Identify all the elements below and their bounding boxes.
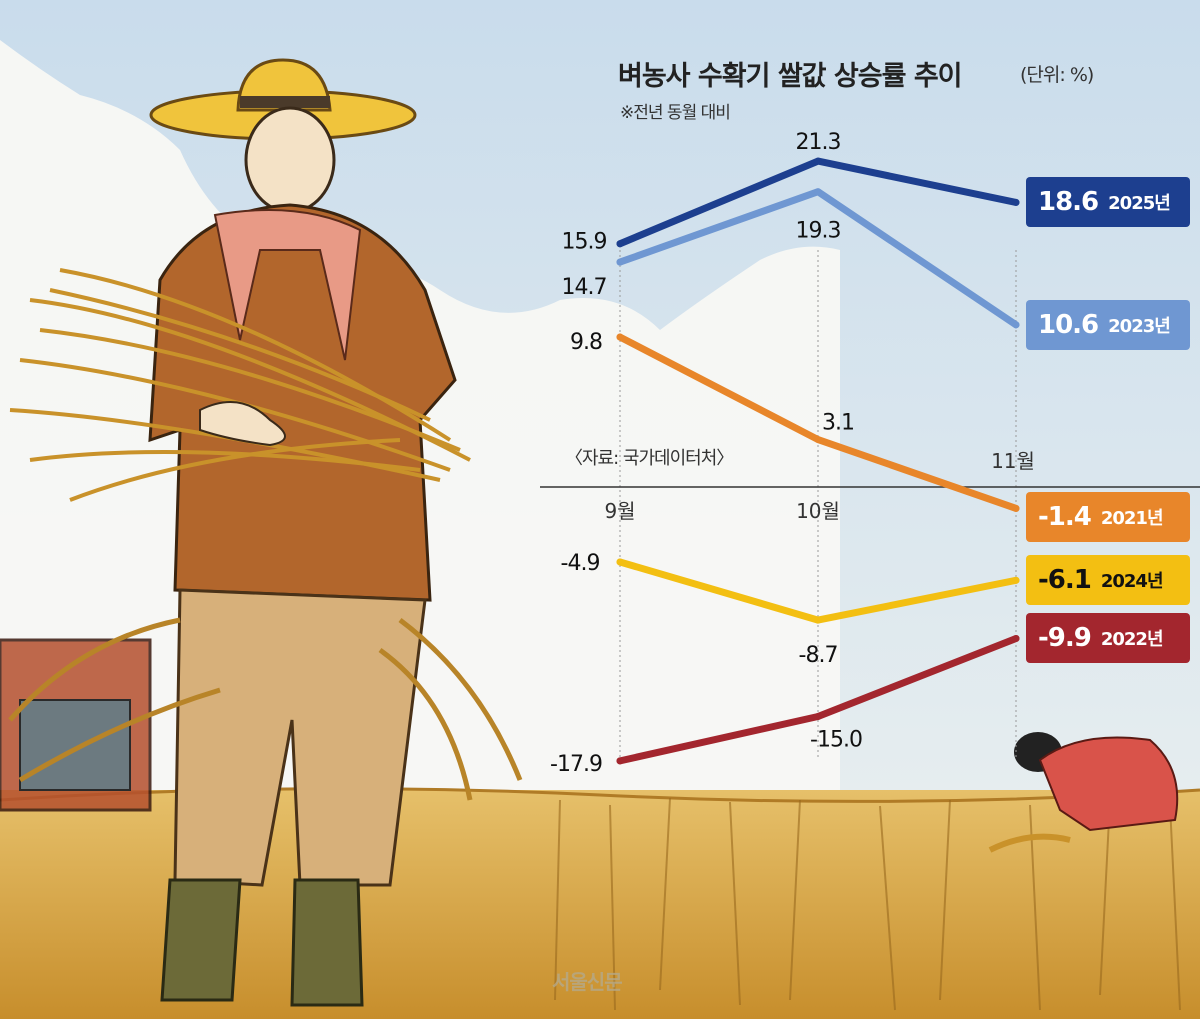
legend-badge-value: 10.6 [1038, 309, 1099, 340]
watermark: 서울신문 [552, 970, 623, 994]
data-point [1012, 576, 1020, 584]
legend-badge-value: -9.9 [1038, 623, 1092, 654]
legend-badge-value: -1.4 [1038, 502, 1092, 532]
data-label: -15.0 [810, 728, 862, 753]
woman-harvesting [988, 732, 1179, 853]
legend-badge-2022년: -9.9 2022년 [1026, 613, 1190, 664]
data-label: 21.3 [796, 130, 841, 155]
woman-shirt [1038, 736, 1179, 832]
legend-badge-2025년: 18.6 2025년 [1026, 177, 1190, 228]
legend-badge-year: 2022년 [1100, 629, 1164, 651]
data-point [814, 188, 822, 196]
data-point [814, 616, 822, 624]
legend-badge-year: 2025년 [1108, 193, 1171, 215]
legend-badge-value: -6.1 [1038, 565, 1092, 596]
x-tick-label: 11월 [991, 449, 1035, 473]
chart-title: 벼농사 수확기 쌀값 상승률 추이 [618, 61, 963, 92]
series-line-2023년 [616, 188, 1020, 329]
legend-badge-year: 2024년 [1100, 571, 1164, 593]
farmer-towel [213, 209, 362, 361]
legend-badge-2023년: 10.6 2023년 [1026, 299, 1190, 350]
chart-unit: (단위: %) [1020, 64, 1094, 86]
rice-bundle [9, 268, 471, 502]
chart-subtitle: ※전년 동월 대비 [620, 103, 731, 123]
data-label: 9.8 [570, 330, 602, 355]
data-point [616, 333, 624, 341]
farmer-boot-left [160, 878, 242, 1002]
data-point [814, 157, 822, 165]
legend-badge-value: 18.6 [1038, 187, 1099, 218]
farmer-shirt [148, 203, 457, 602]
legend-badge-2021년: -1.4 2021년 [1026, 492, 1190, 542]
x-tick-label: 9월 [604, 499, 635, 523]
farmer-boot-right [290, 878, 364, 1007]
data-label: 14.7 [562, 275, 607, 300]
chart-source: 〈자료: 국가데이터처〉 [565, 448, 734, 469]
data-point [616, 240, 624, 248]
drooping-rice-plants [8, 617, 523, 801]
x-tick-label: 10월 [796, 499, 840, 523]
woman-rice-bunch [988, 833, 1071, 853]
data-point [616, 258, 624, 266]
data-point [1012, 321, 1020, 329]
farmer-hands [199, 401, 286, 447]
data-label: 15.9 [562, 230, 607, 255]
data-point [1012, 198, 1020, 206]
legend-badge-year: 2023년 [1108, 315, 1171, 337]
farmer-hat-band [240, 96, 330, 108]
data-point [1012, 504, 1020, 512]
field-stalks [554, 797, 1181, 1011]
legend-badge-year: 2021년 [1100, 508, 1164, 529]
farmer [9, 58, 471, 1007]
series-line-2021년 [616, 333, 1020, 512]
legend-badge-2024년: -6.1 2024년 [1026, 555, 1190, 606]
data-point [814, 436, 822, 444]
data-label: 19.3 [796, 219, 841, 244]
data-point [814, 713, 822, 720]
data-label: -17.9 [550, 752, 602, 777]
data-point [616, 757, 624, 765]
data-point [616, 558, 624, 566]
data-point [1012, 634, 1020, 642]
data-label: -4.9 [561, 551, 600, 576]
data-label: 3.1 [822, 411, 854, 436]
data-label: -8.7 [799, 643, 838, 668]
